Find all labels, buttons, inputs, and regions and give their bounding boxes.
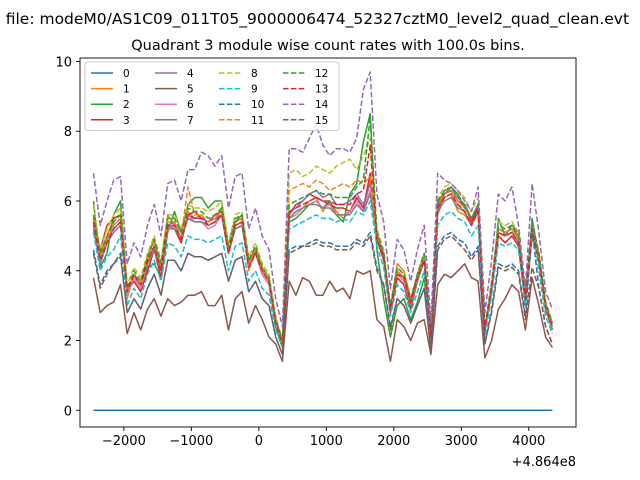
series-8-line (92, 137, 554, 342)
x-tick-label: 3000 (445, 434, 478, 449)
legend-label-8: 8 (251, 68, 258, 80)
legend-label-3: 3 (123, 115, 130, 127)
legend-label-5: 5 (187, 84, 194, 96)
series-3-line (92, 172, 554, 345)
legend-label-11: 11 (251, 115, 264, 127)
x-tick-label: −1000 (169, 434, 213, 449)
legend-label-6: 6 (187, 99, 194, 111)
x-tick-label: 0 (255, 434, 263, 449)
y-tick-label: 0 (64, 404, 72, 419)
y-tick-label: 8 (64, 125, 72, 140)
x-tick-label: −2000 (102, 434, 146, 449)
y-tick-label: 6 (64, 195, 72, 210)
series-5-line (92, 263, 554, 363)
figure-suptitle: n file: modeM0/AS1C09_011T05_9000006474_… (0, 10, 629, 29)
legend-label-10: 10 (251, 99, 264, 111)
legend-label-1: 1 (123, 84, 130, 96)
x-tick-label: 1000 (310, 434, 343, 449)
series-layer (92, 71, 554, 412)
y-tick-label: 2 (64, 335, 72, 350)
series-14-line (92, 71, 554, 328)
y-tick-label: 4 (64, 265, 72, 280)
legend-label-9: 9 (251, 84, 258, 96)
x-tick-label: 4000 (512, 434, 545, 449)
series-13-line (92, 144, 554, 345)
legend-label-13: 13 (315, 84, 328, 96)
series-15-line (92, 235, 554, 356)
series-9-line (92, 200, 554, 349)
x-tick-label: 2000 (377, 434, 410, 449)
axes-frame (79, 57, 577, 428)
legend-label-7: 7 (187, 115, 194, 127)
chart-title: Quadrant 3 module wise count rates with … (131, 38, 525, 54)
y-tick-label: 10 (55, 55, 72, 70)
series-12-line (92, 116, 554, 342)
x-offset-label: +4.864e8 (512, 455, 576, 470)
legend-label-2: 2 (123, 99, 130, 111)
legend-box (84, 61, 340, 131)
legend-label-0: 0 (123, 68, 130, 80)
legend-label-12: 12 (315, 68, 328, 80)
legend-label-4: 4 (187, 68, 194, 80)
legend-label-14: 14 (315, 99, 329, 111)
legend-label-15: 15 (315, 115, 328, 127)
